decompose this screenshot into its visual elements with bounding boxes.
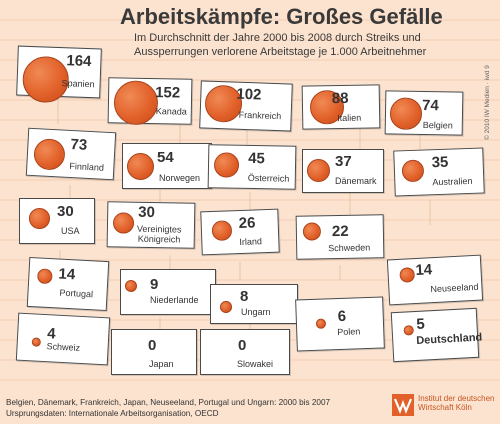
country-label: Ungarn — [241, 307, 271, 317]
value-label: 164 — [66, 52, 92, 71]
sign-frankreich: 102 Frankreich — [199, 80, 293, 132]
country-label: Frankreich — [238, 109, 282, 122]
footer-note-years: Belgien, Dänemark, Frankreich, Japan, Ne… — [6, 398, 331, 407]
value-label: 14 — [415, 261, 433, 279]
value-label: 73 — [70, 135, 88, 154]
value-label: 8 — [240, 288, 249, 305]
sign-spanien: 164 Spanien — [16, 45, 102, 104]
value-label: 0 — [148, 337, 157, 354]
value-label: 4 — [46, 325, 57, 343]
value-label: 22 — [331, 222, 349, 241]
country-label: Italien — [337, 112, 362, 124]
value-bubble — [307, 159, 330, 182]
value-bubble — [112, 212, 135, 234]
value-label: 0 — [238, 337, 247, 354]
sign-board — [120, 269, 216, 315]
sign-finnland: 73 Finnland — [25, 127, 117, 181]
sign-neuseeland: 14 Neuseeland — [386, 254, 484, 306]
country-label: Portugal — [59, 287, 94, 300]
value-label: 152 — [154, 84, 181, 102]
value-label: 37 — [335, 153, 352, 170]
sign-board — [111, 329, 197, 375]
country-label: Irland — [239, 236, 263, 248]
chart-subtitle: Im Durchschnitt der Jahre 2000 bis 2008 … — [134, 32, 427, 58]
country-label: Österreich — [247, 172, 290, 184]
country-label: Spanien — [61, 78, 95, 90]
value-bubble — [211, 220, 232, 241]
footer-notes: Belgien, Dänemark, Frankreich, Japan, Ne… — [6, 397, 330, 419]
sign-dänemark: 37 Dänemark — [302, 149, 384, 193]
value-label: 30 — [138, 203, 156, 222]
value-label: 88 — [331, 89, 349, 108]
value-bubble — [389, 97, 422, 130]
country-label: Schweiz — [46, 341, 81, 353]
iw-logo: Institut der deutschen Wirtschaft Köln — [392, 394, 495, 416]
sign-slowakei: 0 Slowakei — [200, 329, 290, 375]
value-bubble — [29, 208, 50, 229]
value-label: 54 — [157, 149, 174, 166]
logo-line-1: Institut der deutschen — [418, 394, 495, 403]
value-label: 14 — [58, 265, 76, 284]
sign-italien: 88 Italien — [301, 84, 381, 130]
sign-schweden: 22 Schweden — [295, 214, 385, 260]
value-label: 9 — [150, 276, 159, 293]
footer-note-source: Ursprungsdaten: Internationale Arbeitsor… — [6, 409, 219, 418]
sign-japan: 0 Japan — [111, 329, 197, 375]
value-label: 5 — [415, 315, 426, 333]
sign-belgien: 74 Belgien — [384, 90, 464, 136]
country-label: Schweden — [328, 242, 371, 254]
value-bubble — [127, 153, 155, 181]
country-label: USA — [61, 226, 80, 236]
sign-vereinigtes-königreich: 30 Vereinigtes Königreich — [106, 201, 196, 249]
country-label: Vereinigtes Königreich — [136, 223, 182, 245]
country-label: Norwegen — [159, 173, 201, 183]
value-label: 30 — [57, 203, 74, 220]
sign-deutschland: 5 Deutschland — [390, 307, 483, 363]
value-label: 6 — [337, 307, 347, 326]
copyright-note: © 2010 IW Medien · iwd 9 — [484, 65, 491, 140]
country-label: Polen — [337, 326, 361, 338]
country-label: Deutschland — [415, 331, 483, 347]
country-label: Dänemark — [335, 176, 377, 186]
country-label: Japan — [149, 359, 174, 369]
value-label: 102 — [236, 85, 262, 104]
country-label: Kanada — [155, 106, 187, 117]
value-label: 26 — [238, 214, 256, 233]
sign-board — [15, 312, 111, 366]
sign-australien: 35 Australien — [393, 147, 485, 197]
sign-board — [302, 149, 384, 193]
value-label: 74 — [421, 96, 439, 115]
value-bubble — [220, 301, 232, 313]
sign-österreich: 45 Österreich — [207, 144, 297, 190]
sign-kanada: 152 Kanada — [107, 77, 193, 126]
value-label: 45 — [248, 149, 265, 168]
sign-schweiz: 4 Schweiz — [15, 312, 111, 366]
iw-logo-icon — [392, 394, 414, 416]
sign-ungarn: 8 Ungarn — [210, 284, 298, 324]
sign-board — [200, 329, 290, 375]
value-bubble — [125, 280, 138, 293]
logo-line-2: Wirtschaft Köln — [418, 403, 472, 412]
country-label: Slowakei — [237, 359, 274, 369]
country-label: Finnland — [69, 160, 105, 173]
sign-portugal: 14 Portugal — [26, 256, 110, 312]
country-label: Belgien — [422, 119, 453, 131]
sign-niederlande: 9 Niederlande — [120, 269, 216, 315]
sign-norwegen: 54 Norwegen — [122, 143, 212, 189]
value-label: 35 — [431, 153, 449, 172]
sign-irland: 26 Irland — [200, 208, 280, 256]
country-label: Australien — [432, 175, 473, 188]
sign-usa: 30 USA — [19, 198, 95, 244]
value-bubble — [403, 325, 414, 336]
country-label: Niederlande — [150, 295, 199, 305]
chart-title: Arbeitskämpfe: Großes Gefälle — [120, 4, 443, 29]
sign-polen: 6 Polen — [295, 296, 385, 352]
